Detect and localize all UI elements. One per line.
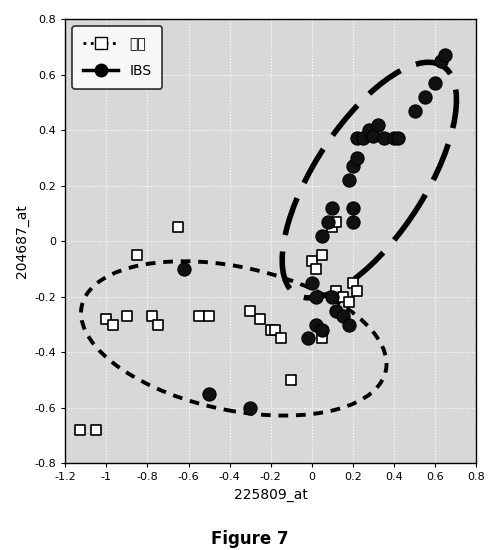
Point — [366, 126, 374, 135]
Point — [353, 134, 361, 143]
Point — [353, 153, 361, 162]
Point — [92, 426, 100, 434]
Point — [338, 312, 346, 321]
Point — [359, 134, 367, 143]
Point — [271, 326, 279, 334]
Point — [318, 326, 326, 334]
Point — [312, 293, 320, 301]
Point — [266, 326, 274, 334]
Point — [431, 79, 439, 87]
Point — [349, 217, 357, 226]
Point — [328, 293, 336, 301]
Point — [123, 312, 131, 321]
Point — [410, 106, 418, 115]
Point — [133, 251, 141, 260]
Point — [304, 334, 312, 343]
Point — [345, 175, 353, 184]
Point — [349, 162, 357, 170]
Point — [390, 134, 398, 143]
Point — [108, 320, 116, 329]
Y-axis label: 204687_at: 204687_at — [15, 204, 29, 278]
Point — [345, 320, 353, 329]
Point — [380, 134, 388, 143]
Point — [437, 56, 445, 65]
Point — [148, 312, 156, 321]
Point — [205, 312, 213, 321]
Point — [102, 315, 110, 323]
Point — [318, 334, 326, 343]
Point — [353, 287, 361, 295]
Point — [76, 426, 84, 434]
Point — [345, 298, 353, 307]
Point — [328, 204, 336, 212]
Text: Figure 7: Figure 7 — [211, 531, 289, 548]
Point — [370, 131, 378, 140]
Point — [308, 256, 316, 265]
Point — [394, 134, 402, 143]
Point — [318, 251, 326, 260]
X-axis label: 225809_at: 225809_at — [234, 488, 308, 502]
Point — [246, 306, 254, 315]
Point — [338, 293, 346, 301]
Point — [332, 217, 340, 226]
Point — [256, 315, 264, 323]
Point — [421, 92, 429, 101]
Point — [332, 287, 340, 295]
Point — [205, 389, 213, 398]
Point — [312, 320, 320, 329]
Point — [308, 278, 316, 287]
Point — [328, 223, 336, 232]
Point — [195, 312, 203, 321]
Point — [318, 231, 326, 240]
Point — [246, 404, 254, 412]
Point — [349, 204, 357, 212]
Point — [288, 376, 296, 384]
Point — [349, 278, 357, 287]
Point — [154, 320, 162, 329]
Point — [174, 223, 182, 232]
Point — [442, 51, 450, 59]
Point — [332, 306, 340, 315]
Point — [277, 334, 285, 343]
Point — [180, 265, 188, 273]
Point — [324, 217, 332, 226]
Point — [374, 120, 382, 129]
Legend: 健常, IBS: 健常, IBS — [72, 26, 162, 89]
Point — [312, 265, 320, 273]
